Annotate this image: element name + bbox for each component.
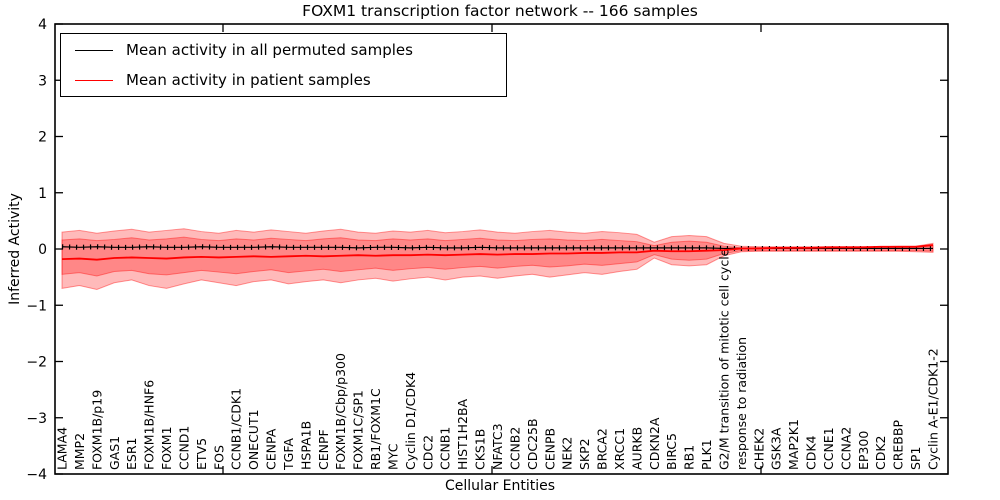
- x-category-label: RB1/FOXM1C: [368, 388, 383, 470]
- x-category-label: CENPF: [316, 429, 331, 470]
- x-category-label: FOXM1B/p19: [89, 390, 104, 470]
- y-axis-tick-label: −3: [26, 411, 47, 427]
- x-category-label: Cyclin A-E1/CDK1-2: [926, 348, 941, 470]
- x-category-label: XRCC1: [612, 428, 627, 470]
- y-axis-tick-label: 0: [38, 242, 47, 258]
- y-axis-tick-label: −4: [26, 467, 47, 483]
- x-category-label: CDK4: [804, 435, 819, 470]
- x-category-label: ETV5: [194, 438, 209, 470]
- x-category-label: CCNA2: [838, 427, 853, 470]
- x-category-label: FOS: [211, 445, 226, 470]
- x-category-label: response to radiation: [734, 337, 749, 470]
- x-category-label: AURKB: [629, 427, 644, 470]
- x-category-label: CDKN2A: [647, 417, 662, 470]
- x-category-label: CCNB1: [438, 427, 453, 470]
- y-axis-tick-label: 4: [38, 17, 47, 33]
- y-axis-tick-label: 1: [38, 186, 47, 202]
- x-category-label: FOXM1B/HNF6: [142, 380, 157, 470]
- x-category-label: CCNE1: [821, 427, 836, 470]
- legend: Mean activity in all permuted samples Me…: [60, 33, 507, 97]
- x-category-label: CCNB2: [507, 427, 522, 470]
- x-category-label: GSK3A: [769, 427, 784, 470]
- x-category-label: EP300: [856, 431, 871, 470]
- permuted-line-swatch: [75, 49, 113, 51]
- y-axis-label: Inferred Activity: [7, 193, 23, 305]
- y-axis-tick-label: −1: [26, 298, 47, 314]
- x-category-label: MYC: [385, 443, 400, 470]
- x-category-label: NFATC3: [490, 423, 505, 470]
- x-category-label: CDC2: [420, 435, 435, 470]
- chart-title: FOXM1 transcription factor network -- 16…: [302, 2, 698, 20]
- x-category-label: TGFA: [281, 438, 296, 471]
- x-category-label: GAS1: [107, 436, 122, 470]
- y-axis-tick-label: −2: [26, 355, 47, 371]
- x-category-label: MAP2K1: [786, 419, 801, 470]
- y-axis-tick-label: 2: [38, 130, 47, 146]
- x-category-label: Cyclin D1/CDK4: [403, 372, 418, 470]
- x-category-label: HIST1H2BA: [455, 398, 470, 470]
- x-category-label: ONECUT1: [246, 409, 261, 470]
- x-category-label: CDK2: [873, 435, 888, 470]
- x-category-label: FOXM1B/Cbp/p300: [333, 353, 348, 470]
- x-category-label: CHEK2: [751, 428, 766, 470]
- x-category-label: NEK2: [560, 437, 575, 470]
- legend-item-label: Mean activity in patient samples: [126, 71, 371, 89]
- x-category-label: ESR1: [124, 438, 139, 470]
- legend-item-label: Mean activity in all permuted samples: [126, 41, 413, 59]
- x-category-label: CCND1: [176, 426, 191, 470]
- x-category-label: CKS1B: [473, 429, 488, 470]
- patient-line-swatch: [75, 79, 113, 81]
- legend-item-patient: Mean activity in patient samples: [61, 65, 506, 95]
- patient-mean-line: [61, 244, 934, 261]
- x-category-label: SP1: [908, 447, 923, 470]
- x-category-label: RB1: [682, 445, 697, 470]
- x-category-label: G2/M transition of mitotic cell cycle: [716, 248, 731, 470]
- x-category-label: CCNB1/CDK1: [229, 388, 244, 470]
- y-axis-tick-label: 3: [38, 73, 47, 89]
- x-category-label: HSPA1B: [298, 421, 313, 470]
- x-category-label: BIRC5: [664, 433, 679, 470]
- x-category-label: FOXM1: [159, 426, 174, 470]
- x-category-label: BRCA2: [595, 428, 610, 470]
- x-category-label: CENPB: [542, 428, 557, 470]
- x-category-label: CENPA: [264, 428, 279, 470]
- x-category-label: LAMA4: [55, 427, 70, 470]
- legend-item-permuted: Mean activity in all permuted samples: [61, 35, 506, 65]
- x-category-label: MMP2: [72, 433, 87, 470]
- x-axis-label: Cellular Entities: [444, 478, 556, 494]
- confidence-band-outer: [61, 228, 934, 291]
- x-category-label: FOXM1C/SP1: [351, 390, 366, 470]
- x-category-label: CREBBP: [891, 420, 906, 470]
- x-category-label: SKP2: [577, 438, 592, 470]
- x-category-label: CDC25B: [525, 418, 540, 470]
- x-category-label: PLK1: [699, 439, 714, 470]
